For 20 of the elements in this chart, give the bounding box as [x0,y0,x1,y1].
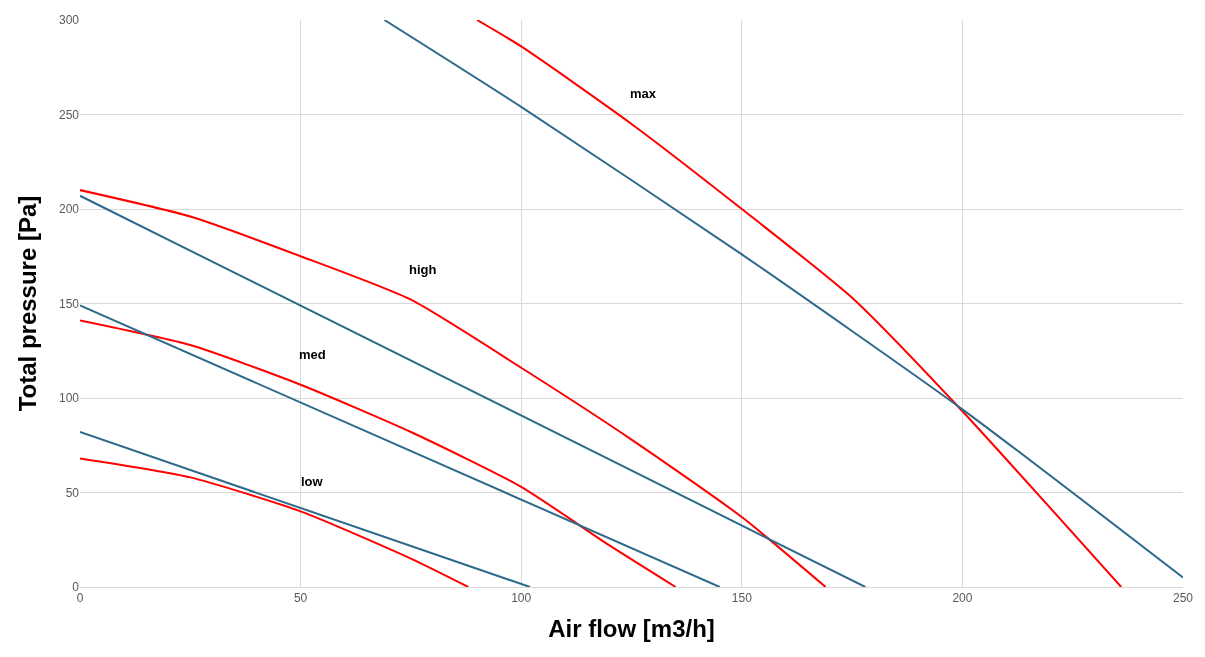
y-tick-label: 250 [58,107,80,122]
y-tick-label: 150 [58,296,80,311]
y-tick-label: 200 [58,202,80,217]
series-label: med [299,347,326,362]
x-tick-label: 100 [511,591,532,606]
y-tick-label: 100 [58,391,80,406]
series-label: low [301,474,324,489]
x-tick-label: 200 [952,591,973,606]
y-tick-label: 300 [58,13,80,28]
series-label: high [409,262,437,277]
line-series [476,20,1123,587]
x-axis-title: Air flow [m3/h] [548,614,715,642]
line-series [80,457,470,587]
x-tick-label: 250 [1172,591,1194,606]
y-axis-title: Total pressure [Pa] [14,195,42,412]
x-tick-label: 50 [293,591,308,606]
x-tick-label: 150 [731,591,753,606]
series-label: max [630,86,657,101]
line-series [383,20,1183,579]
y-tick-label: 50 [65,485,80,500]
